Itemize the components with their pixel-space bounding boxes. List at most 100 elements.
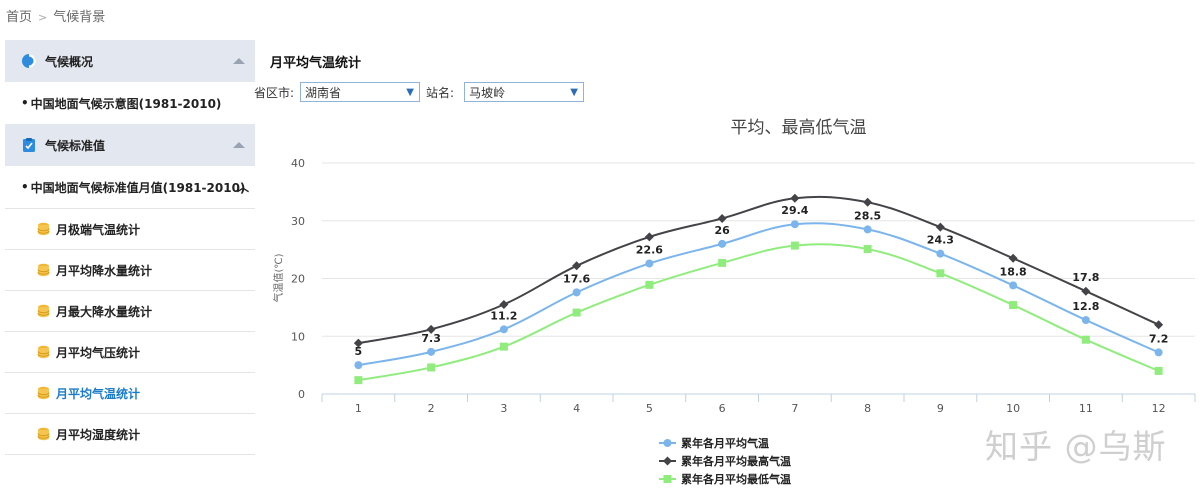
breadcrumb-current[interactable]: 气候背景 (53, 10, 106, 25)
data-point (790, 220, 799, 229)
data-point (499, 325, 508, 334)
legend-marker (663, 439, 672, 447)
series-line (358, 243, 1160, 382)
chevron-down-icon[interactable]: ▼ (570, 86, 578, 98)
x-tick-label: 1 (355, 402, 362, 415)
data-point (1081, 335, 1090, 344)
chevron-up-icon[interactable]: ︿ (236, 180, 249, 194)
sidebar-subitem-label: 月平均降水量统计 (56, 263, 153, 278)
y-tick-label: 10 (291, 330, 305, 343)
station-label: 站名: (426, 85, 455, 100)
chart-title: 平均、最高低气温 (731, 118, 867, 138)
data-label: 17.6 (563, 272, 590, 285)
sidebar-subitem-avg-pressure[interactable]: 月平均气压统计 (5, 332, 255, 373)
database-icon (37, 427, 50, 441)
data-point (353, 338, 363, 348)
data-point (1154, 366, 1163, 375)
data-point (936, 269, 945, 278)
sidebar-subitem-label: 月平均气温统计 (56, 386, 141, 401)
y-tick-label: 0 (298, 388, 305, 401)
data-label: 12.8 (1072, 300, 1099, 313)
data-point (354, 376, 363, 385)
x-tick-label: 6 (719, 402, 726, 415)
legend-label: 累年各月平均气温 (681, 436, 769, 450)
sidebar-subitem-extreme-temp[interactable]: 月极端气温统计 (5, 208, 255, 250)
data-point (644, 232, 654, 242)
sidebar-item-monthly-normals[interactable]: • 中国地面气候标准值月值(1981-2010) ︿ (5, 166, 255, 208)
data-label: 5 (355, 345, 363, 358)
database-icon (37, 304, 50, 318)
y-tick-label: 40 (291, 157, 305, 170)
data-label: 18.8 (1000, 265, 1027, 278)
sidebar-section-climate-normals[interactable]: 气候标准值 (5, 124, 255, 166)
data-point (863, 245, 872, 254)
sidebar-subitem-avg-humidity[interactable]: 月平均湿度统计 (5, 414, 255, 455)
breadcrumb-home[interactable]: 首页 (6, 10, 33, 25)
legend-label: 累年各月平均最低气温 (681, 472, 791, 486)
half-circle-icon (22, 54, 36, 68)
data-label: 17.8 (1072, 271, 1099, 284)
x-tick-label: 7 (791, 402, 798, 415)
data-point (499, 299, 509, 309)
data-point (427, 363, 436, 372)
data-point (863, 197, 873, 207)
breadcrumb-separator: > (38, 11, 48, 24)
database-icon (37, 222, 50, 236)
data-label: 29.4 (781, 204, 808, 217)
x-tick-label: 10 (1006, 402, 1020, 415)
data-point (1081, 286, 1091, 296)
x-tick-label: 2 (428, 402, 435, 415)
sidebar-item-label: 中国地面气候示意图(1981-2010) (30, 96, 222, 111)
sidebar-subitem-max-precip[interactable]: 月最大降水量统计 (5, 291, 255, 332)
data-point (1009, 281, 1018, 290)
breadcrumb: 首页 > 气候背景 (6, 6, 105, 25)
x-tick-label: 11 (1079, 402, 1093, 415)
sidebar-section-label: 气候概况 (45, 54, 94, 69)
legend-marker (663, 456, 672, 466)
data-point (354, 361, 363, 370)
data-point (572, 308, 581, 317)
data-point (1154, 320, 1164, 330)
data-point (1081, 316, 1090, 325)
province-label: 省区市: (254, 85, 295, 100)
chevron-down-icon[interactable]: ▼ (406, 86, 414, 98)
x-tick-label: 12 (1152, 402, 1166, 415)
data-label: 24.3 (927, 234, 954, 247)
data-point (718, 258, 727, 267)
data-point (572, 288, 581, 297)
watermark: 知乎 @乌斯 (985, 427, 1167, 466)
x-tick-label: 9 (937, 402, 944, 415)
sidebar-subitem-label: 月最大降水量统计 (56, 304, 153, 319)
sidebar-subitem-avg-temp[interactable]: 月平均气温统计 (5, 373, 255, 414)
sidebar-subitem-label: 月平均气压统计 (56, 345, 141, 360)
data-point (718, 239, 727, 248)
clipboard-icon (23, 138, 35, 152)
data-point (427, 347, 436, 356)
data-point (863, 225, 872, 234)
data-point (572, 261, 582, 271)
collapse-arrow-icon[interactable] (233, 58, 245, 64)
bullet-icon: • (21, 96, 29, 110)
data-point (499, 342, 508, 351)
data-point (717, 213, 727, 223)
sidebar-section-label: 气候标准值 (45, 138, 106, 153)
data-point (790, 193, 800, 203)
province-select[interactable]: 湖南省 ▼ (300, 82, 421, 102)
series-line (358, 195, 1160, 345)
collapse-arrow-icon[interactable] (233, 142, 245, 148)
data-point (1008, 253, 1018, 263)
filter-bar: 省区市: 湖南省 ▼ 站名: 马坡岭 ▼ (254, 82, 585, 102)
data-point (426, 324, 436, 334)
sidebar-item-climate-map[interactable]: • 中国地面气候示意图(1981-2010) (5, 82, 255, 124)
station-select[interactable]: 马坡岭 ▼ (464, 82, 585, 102)
data-label: 26 (714, 224, 730, 237)
database-icon (37, 345, 50, 359)
database-icon (37, 386, 50, 400)
y-tick-label: 30 (291, 215, 305, 228)
legend-marker (663, 475, 672, 483)
sidebar-section-climate-overview[interactable]: 气候概况 (5, 40, 255, 82)
bullet-icon: • (21, 180, 29, 194)
sidebar-subitem-avg-precip[interactable]: 月平均降水量统计 (5, 250, 255, 291)
data-label: 7.2 (1149, 332, 1169, 345)
